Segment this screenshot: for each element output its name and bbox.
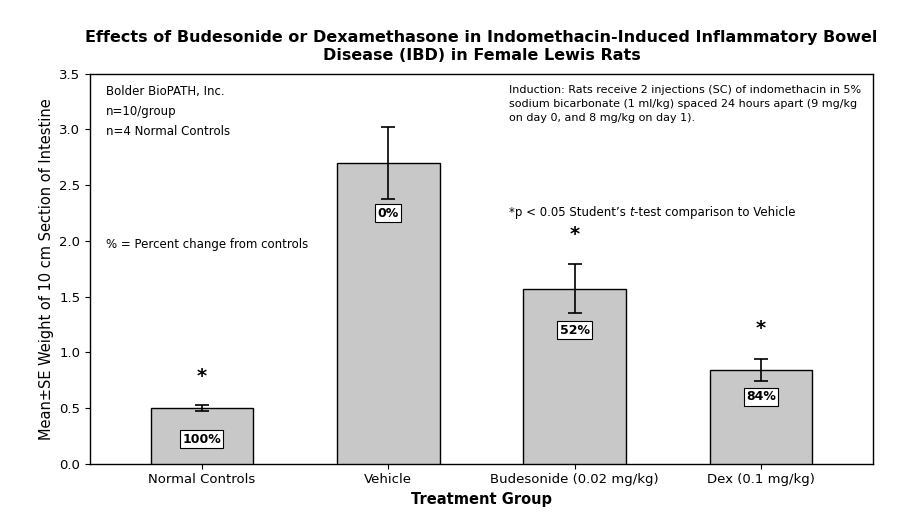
Text: -test comparison to Vehicle: -test comparison to Vehicle bbox=[634, 207, 796, 219]
Title: Effects of Budesonide or Dexamethasone in Indomethacin-Induced Inflammatory Bowe: Effects of Budesonide or Dexamethasone i… bbox=[86, 31, 878, 63]
Text: % = Percent change from controls: % = Percent change from controls bbox=[105, 238, 308, 250]
Bar bbox=[524, 289, 626, 464]
Text: Bolder BioPATH, Inc.
n=10/group
n=4 Normal Controls: Bolder BioPATH, Inc. n=10/group n=4 Norm… bbox=[105, 85, 230, 139]
Text: *: * bbox=[756, 319, 766, 338]
Bar bbox=[150, 408, 253, 464]
Text: 100%: 100% bbox=[183, 433, 221, 446]
Text: *: * bbox=[197, 367, 207, 386]
Text: 0%: 0% bbox=[378, 207, 399, 220]
Text: t: t bbox=[629, 207, 634, 219]
Text: *p < 0.05 Student’s: *p < 0.05 Student’s bbox=[508, 207, 629, 219]
Bar bbox=[710, 370, 813, 464]
Text: *: * bbox=[570, 225, 580, 244]
Y-axis label: Mean±SE Weight of 10 cm Section of Intestine: Mean±SE Weight of 10 cm Section of Intes… bbox=[39, 98, 54, 440]
X-axis label: Treatment Group: Treatment Group bbox=[411, 492, 552, 507]
Text: Induction: Rats receive 2 injections (SC) of indomethacin in 5%
sodium bicarbona: Induction: Rats receive 2 injections (SC… bbox=[508, 85, 861, 123]
Text: 52%: 52% bbox=[560, 324, 590, 337]
Bar bbox=[337, 163, 439, 464]
Text: 84%: 84% bbox=[746, 391, 776, 403]
